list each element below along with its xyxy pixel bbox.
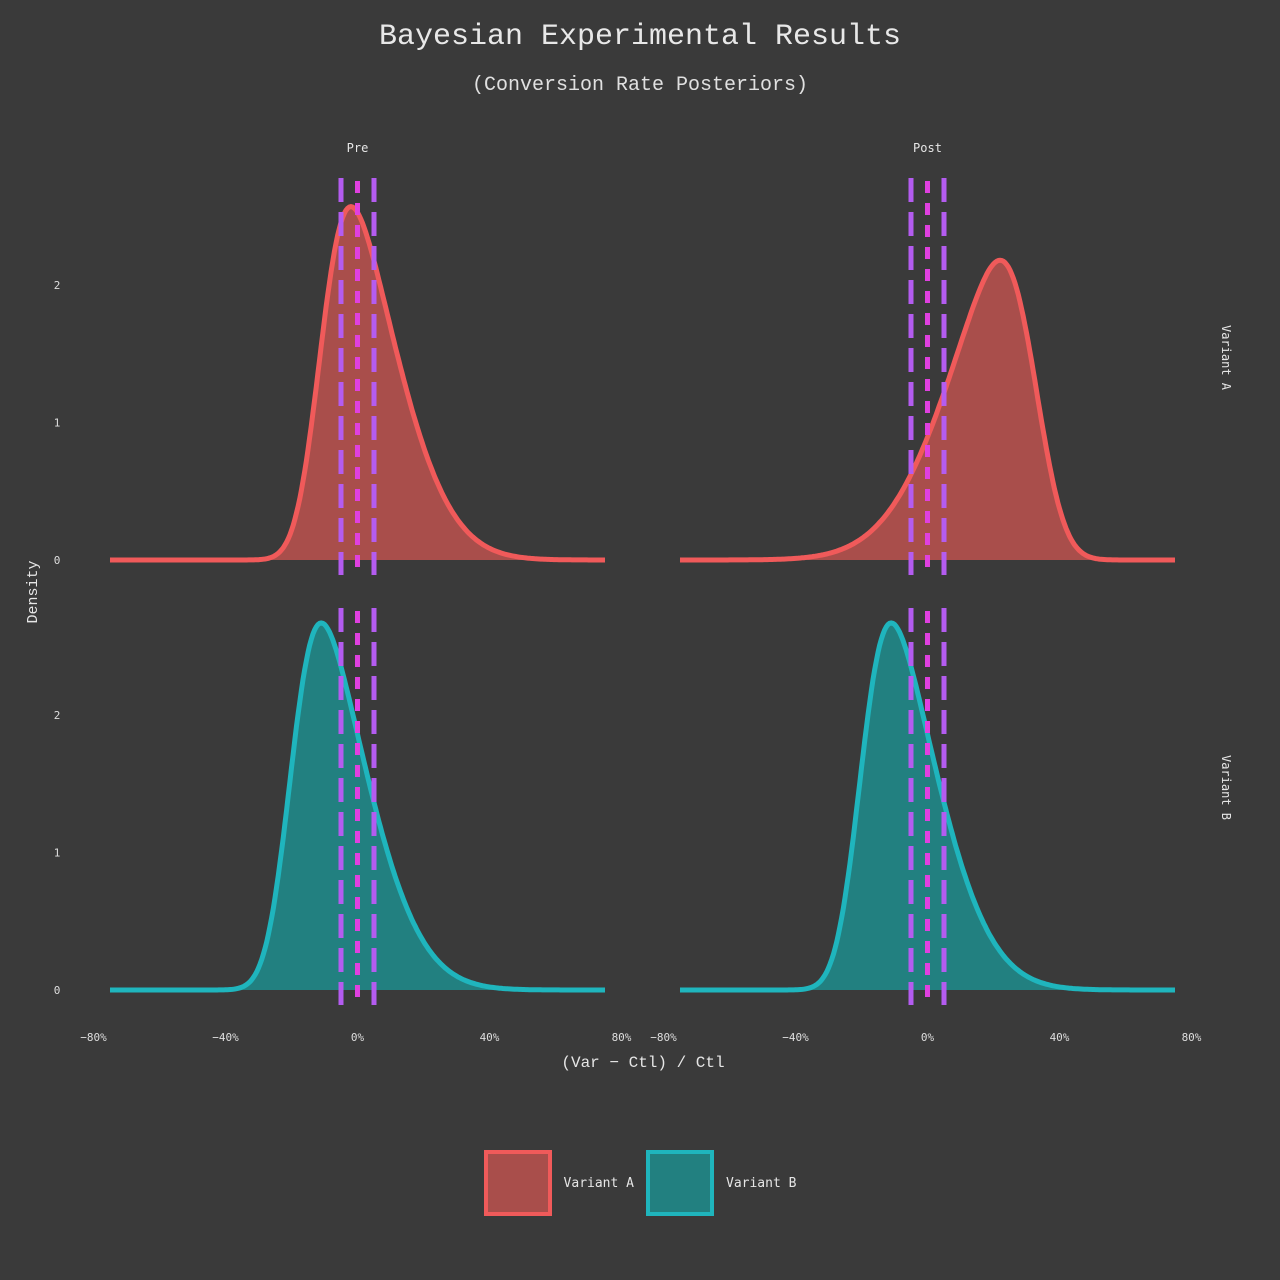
y-tick-label: 1 (54, 847, 61, 860)
legend-label-variant-a: Variant A (563, 1175, 634, 1191)
legend: Variant A Variant B (0, 1150, 1280, 1216)
facet-column-label: Post (913, 141, 942, 155)
x-tick-label: −80% (80, 1031, 107, 1044)
x-tick-label: 40% (480, 1031, 500, 1044)
x-tick-label: 80% (1182, 1031, 1202, 1044)
x-tick-label: 0% (351, 1031, 365, 1044)
chart-subtitle: (Conversion Rate Posteriors) (471, 74, 809, 97)
y-tick-label: 0 (54, 554, 61, 567)
y-tick-label: 2 (54, 279, 61, 292)
facet-row-label: Variant A (1219, 325, 1233, 391)
y-tick-label: 0 (54, 984, 61, 997)
y-axis-label: Density (25, 560, 42, 623)
density-line-variant-b-post (680, 620, 1175, 993)
legend-item-variant-a[interactable]: Variant A (483, 1150, 634, 1216)
density-area-variant-b-post (680, 622, 1175, 990)
legend-label-variant-b: Variant B (726, 1175, 797, 1191)
x-tick-label: 80% (612, 1031, 632, 1044)
x-tick-label: −80% (650, 1031, 677, 1044)
facet-column-label: Pre (347, 141, 369, 155)
x-tick-label: 40% (1050, 1031, 1070, 1044)
legend-swatch-variant-a (483, 1150, 552, 1216)
legend-swatch-variant-b (646, 1150, 714, 1216)
x-tick-label: −40% (782, 1031, 809, 1044)
x-tick-label: −40% (212, 1031, 239, 1044)
y-tick-label: 1 (54, 417, 61, 430)
density-line-variant-a-post (680, 257, 1175, 563)
y-tick-label: 2 (54, 709, 61, 722)
legend-item-variant-b[interactable]: Variant B (646, 1150, 796, 1216)
x-axis-label: (Var − Ctl) / Ctl (561, 1054, 724, 1072)
chart-title: Bayesian Experimental Results (378, 20, 902, 54)
facet-row-label: Variant B (1219, 755, 1233, 820)
density-area-variant-b-pre (110, 622, 605, 990)
x-tick-label: 0% (921, 1031, 935, 1044)
density-line-variant-b-pre (110, 620, 605, 993)
